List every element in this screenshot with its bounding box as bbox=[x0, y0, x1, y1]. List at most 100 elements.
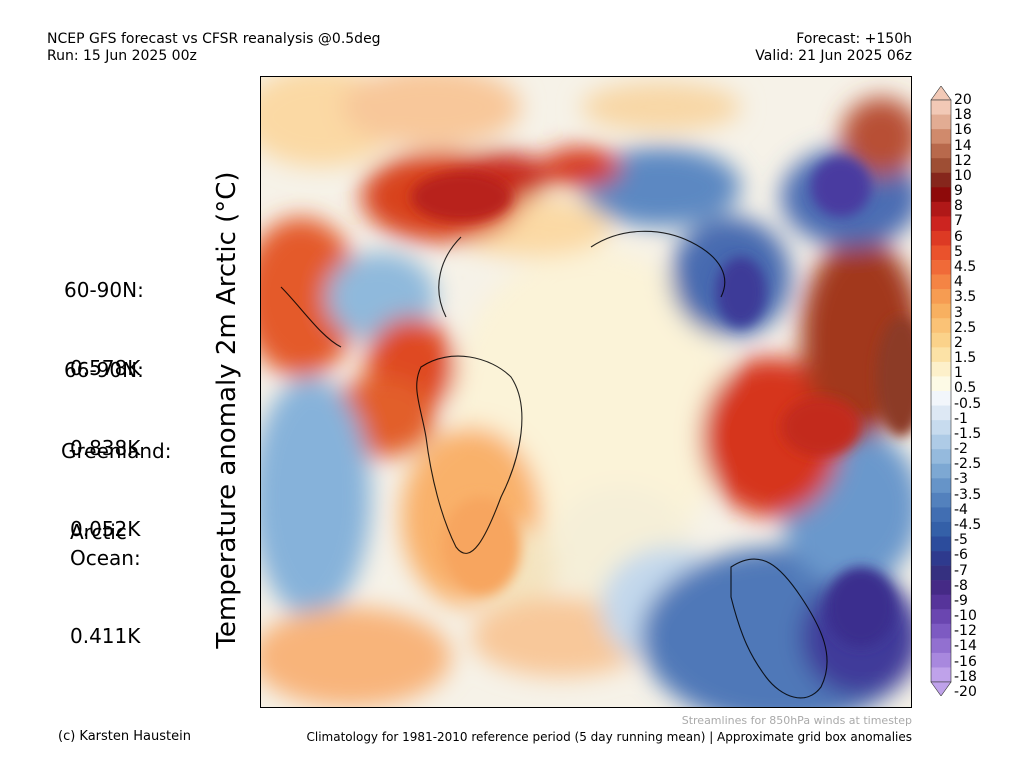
colorbar-swatch bbox=[931, 158, 951, 174]
colorbar-tick-label: 6 bbox=[954, 228, 963, 245]
colorbar-swatch bbox=[931, 347, 951, 363]
streamlines-note: Streamlines for 850hPa winds at timestep bbox=[681, 714, 912, 727]
colorbar-swatch bbox=[931, 405, 951, 421]
colorbar-swatch bbox=[931, 536, 951, 552]
header-left: NCEP GFS forecast vs CFSR reanalysis @0.… bbox=[47, 31, 381, 65]
colorbar-swatch bbox=[931, 449, 951, 465]
header-right: Forecast: +150h Valid: 21 Jun 2025 06z bbox=[755, 31, 912, 65]
colorbar-tick-label: -3.5 bbox=[954, 486, 982, 503]
colorbar-tick-label: 1.5 bbox=[954, 350, 977, 367]
colorbar-swatch bbox=[931, 638, 951, 654]
colorbar-tick-label: -5 bbox=[954, 532, 968, 549]
colorbar-tick-label: -0.5 bbox=[954, 395, 982, 412]
stat-region: 60-90N: bbox=[64, 278, 144, 302]
colorbar-tick-label: 16 bbox=[954, 122, 972, 139]
anomaly-map bbox=[260, 76, 912, 708]
colorbar-tick-label: -18 bbox=[954, 668, 977, 685]
run-time: Run: 15 Jun 2025 00z bbox=[47, 48, 197, 64]
colorbar-tick-label: -3 bbox=[954, 471, 968, 488]
colorbar-swatch bbox=[931, 100, 951, 115]
colorbar-swatch bbox=[931, 434, 951, 450]
colorbar-swatch bbox=[931, 289, 951, 304]
colorbar-labels: 20 18 16 14 12 10 9 8 7 6 5 4.5 4 3.5 3 2.5 2 1.5 1 0.5 -0.5… bbox=[954, 92, 1014, 699]
colorbar-tick-label: 3 bbox=[954, 304, 963, 321]
colorbar-tick-label: -16 bbox=[954, 653, 977, 670]
colorbar-swatch bbox=[931, 420, 951, 435]
colorbar-swatch bbox=[931, 551, 951, 566]
colorbar-tick-label: 14 bbox=[954, 137, 972, 154]
colorbar-tick-label: 2.5 bbox=[954, 319, 977, 336]
forecast-hour: Forecast: +150h bbox=[796, 31, 912, 47]
colorbar-tick-label: -8 bbox=[954, 577, 968, 594]
colorbar-swatch bbox=[931, 245, 951, 261]
colorbar-swatch bbox=[931, 667, 951, 683]
colorbar-swatch bbox=[931, 274, 951, 290]
credit-text: (c) Karsten Haustein bbox=[58, 729, 191, 744]
colorbar-tick-label: 0.5 bbox=[954, 380, 977, 397]
stat-region: Arctic Ocean: bbox=[70, 520, 141, 570]
colorbar-tick-label: -4 bbox=[954, 501, 968, 518]
colorbar-tick-label: -10 bbox=[954, 608, 977, 625]
stat-region: 66-90N: bbox=[64, 358, 144, 382]
colorbar-swatch bbox=[931, 376, 951, 392]
colorbar-swatch bbox=[931, 303, 951, 319]
colorbar-swatch bbox=[931, 391, 951, 406]
colorbar-tick-label: -1 bbox=[954, 410, 968, 427]
colorbar-tick-label: 7 bbox=[954, 213, 963, 230]
colorbar bbox=[930, 86, 952, 696]
colorbar-swatch bbox=[931, 230, 951, 246]
colorbar-tick-label: -2.5 bbox=[954, 456, 982, 473]
colorbar-swatch bbox=[931, 361, 951, 377]
colorbar-swatch bbox=[931, 129, 951, 144]
colorbar-swatch bbox=[931, 580, 951, 595]
colorbar-swatch bbox=[931, 260, 951, 275]
colorbar-tick-label: 2 bbox=[954, 334, 963, 351]
colorbar-swatch bbox=[931, 332, 951, 348]
colorbar-tick-label: 18 bbox=[954, 107, 972, 124]
colorbar-swatch bbox=[931, 463, 951, 479]
colorbar-tick-label: 12 bbox=[954, 152, 972, 169]
colorbar-tick-label: 1 bbox=[954, 365, 963, 382]
stat-value: 0.838K bbox=[70, 436, 141, 460]
colorbar-swatch bbox=[931, 609, 951, 625]
anomaly-map-graphic bbox=[261, 77, 911, 707]
colorbar-max-arrow bbox=[930, 86, 952, 101]
colorbar-tick-label: 4.5 bbox=[954, 258, 977, 275]
colorbar-swatch bbox=[931, 521, 951, 537]
stat-value: 0.411K bbox=[70, 624, 141, 648]
map-title: NCEP GFS forecast vs CFSR reanalysis @0.… bbox=[47, 31, 381, 47]
stat-60-90n: 60-90N: 0.578K bbox=[64, 225, 144, 407]
colorbar-tick-label: -4.5 bbox=[954, 517, 982, 534]
colorbar-swatch bbox=[931, 187, 951, 203]
colorbar-swatch bbox=[931, 478, 951, 494]
colorbar-tick-label: -7 bbox=[954, 562, 968, 579]
colorbar-tick-label: -9 bbox=[954, 592, 968, 609]
colorbar-tick-label: 3.5 bbox=[954, 289, 977, 306]
colorbar-swatch bbox=[931, 318, 951, 334]
stat-value: 0.578K bbox=[70, 356, 141, 380]
colorbar-swatch bbox=[931, 492, 951, 508]
colorbar-tick-label: 8 bbox=[954, 198, 963, 215]
colorbar-tick-label: 10 bbox=[954, 167, 972, 184]
colorbar-tick-label: -6 bbox=[954, 547, 968, 564]
colorbar-tick-label: 20 bbox=[954, 92, 972, 108]
y-axis-label: Temperature anomaly 2m Arctic (°C) bbox=[212, 171, 242, 649]
colorbar-tick-label: 9 bbox=[954, 183, 963, 200]
colorbar-swatch bbox=[931, 201, 951, 217]
climatology-note: Climatology for 1981-2010 reference peri… bbox=[306, 730, 913, 744]
stat-value: 0.052K bbox=[70, 517, 141, 541]
stat-66-90n: 66-90N: 0.838K bbox=[64, 305, 144, 487]
stat-region: Greenland: bbox=[61, 439, 172, 463]
stat-arctic-ocean: Arctic Ocean: 0.411K bbox=[70, 467, 141, 675]
colorbar-tick-label: -20 bbox=[954, 684, 977, 700]
colorbar-tick-label: -2 bbox=[954, 441, 968, 458]
colorbar-swatch bbox=[931, 172, 951, 188]
valid-time: Valid: 21 Jun 2025 06z bbox=[755, 48, 912, 64]
colorbar-tick-label: -1.5 bbox=[954, 425, 982, 442]
colorbar-tick-label: -12 bbox=[954, 623, 977, 640]
colorbar-swatch bbox=[931, 143, 951, 159]
colorbar-swatch bbox=[931, 565, 951, 581]
colorbar-tick-label: 5 bbox=[954, 243, 963, 260]
colorbar-swatch bbox=[931, 114, 951, 130]
colorbar-tick-label: -14 bbox=[954, 638, 977, 655]
